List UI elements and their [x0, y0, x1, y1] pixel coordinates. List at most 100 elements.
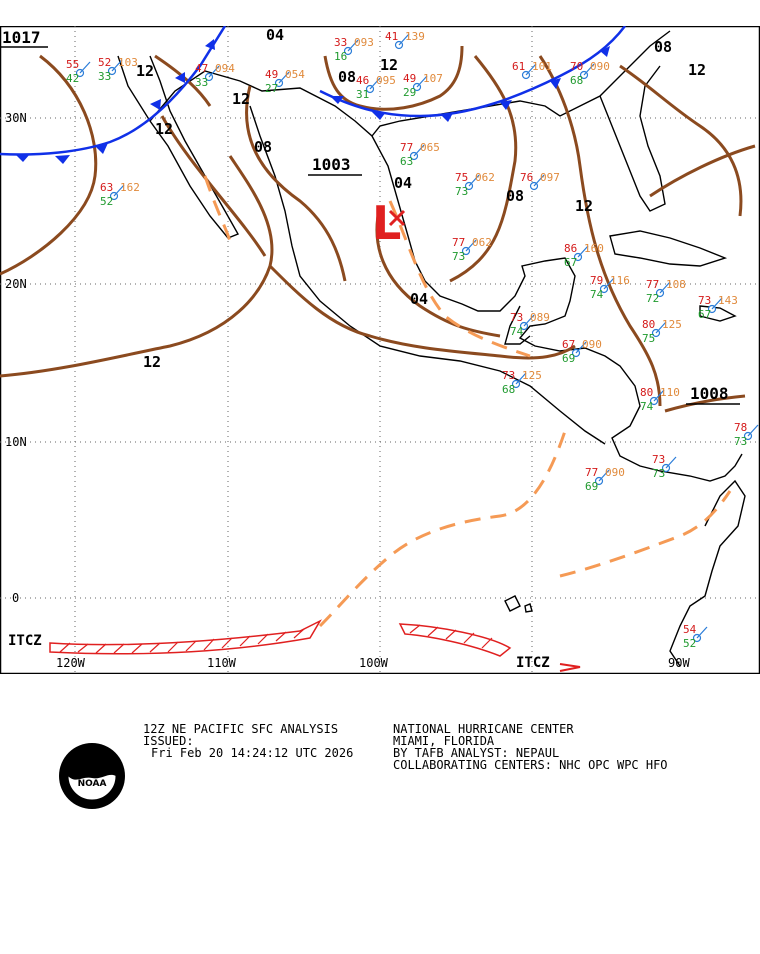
wind-barb — [533, 174, 545, 187]
station-pressure: 162 — [120, 181, 140, 194]
wind-barb — [711, 297, 723, 310]
wind-barb — [113, 184, 125, 197]
station-pressure: 125 — [662, 318, 682, 331]
wind-barb — [465, 239, 477, 252]
isobar-label: 12 — [155, 120, 173, 138]
isobar-label: 12 — [575, 197, 593, 215]
station-temperature: 55 — [66, 58, 79, 71]
station-dewpoint: 74 — [510, 325, 524, 338]
station-plot: 49 107 29 — [403, 72, 443, 99]
station-dewpoint: 31 — [356, 88, 369, 101]
station-temperature: 47 — [195, 62, 208, 75]
station-pressure: 095 — [376, 74, 396, 87]
station-temperature: 46 — [356, 74, 369, 87]
wind-barb — [208, 65, 220, 78]
low-pressure-center: L — [372, 196, 406, 250]
station-temperature: 76 — [520, 171, 533, 184]
station-plot: 67 090 69 — [562, 338, 602, 365]
wind-barb — [413, 144, 425, 157]
surface-analysis-map: L 1017 1003 1008 12 08 04 12 12 08 12 08… — [0, 26, 760, 674]
wind-barb — [347, 39, 359, 52]
wind-barb — [523, 314, 535, 327]
station-temperature: 80 — [640, 386, 653, 399]
station-temperature: 49 — [403, 72, 416, 85]
station-dewpoint: 63 — [400, 155, 413, 168]
station-temperature: 63 — [100, 181, 113, 194]
station-temperature: 78 — [734, 421, 747, 434]
station-plot: 73 143 67 — [698, 294, 738, 321]
station-pressure: 065 — [420, 141, 440, 154]
coastlines — [117, 30, 746, 667]
station-temperature: 77 — [646, 278, 659, 291]
isobar-label: 08 — [338, 68, 356, 86]
station-pressure: 108 — [666, 278, 686, 291]
wind-barb — [598, 469, 610, 482]
isobars — [0, 45, 756, 413]
station-temperature: 61 — [512, 60, 525, 73]
wind-barb — [577, 245, 589, 258]
station-dewpoint: 68 — [570, 74, 583, 87]
station-dewpoint: 73 — [452, 250, 465, 263]
station-plot: 80 125 75 — [642, 318, 682, 345]
longitude-label: 90W — [668, 656, 690, 670]
wind-barb — [655, 321, 667, 334]
station-pressure: 090 — [582, 338, 602, 351]
longitude-label: 110W — [207, 656, 237, 670]
wind-barb — [111, 59, 123, 72]
station-dewpoint: 75 — [642, 332, 655, 345]
station-pressure: 103 — [118, 56, 138, 69]
station-plot: 73 125 68 — [502, 369, 542, 396]
station-temperature: 49 — [265, 68, 278, 81]
latitude-label: 10N — [5, 435, 27, 449]
station-dewpoint: 74 — [640, 400, 654, 413]
high-pressure-label: 1017 — [2, 28, 41, 47]
station-pressure: 089 — [530, 311, 550, 324]
station-temperature: 73 — [510, 311, 523, 324]
station-plot: 52 103 33 — [98, 56, 138, 83]
issued-time: Fri Feb 20 14:24:12 UTC 2026 — [151, 746, 354, 760]
station-temperature: 80 — [642, 318, 655, 331]
station-pressure: 094 — [215, 62, 235, 75]
station-plot: 76 097 — [520, 171, 560, 191]
noaa-logo: NOAA — [59, 743, 125, 809]
longitude-label: 120W — [56, 656, 86, 670]
station-pressure: 116 — [610, 274, 630, 287]
station-pressure: 160 — [584, 242, 604, 255]
station-temperature: 52 — [98, 56, 111, 69]
station-pressure: 090 — [590, 60, 610, 73]
isobar-label: 08 — [254, 138, 272, 156]
isobar-label: 04 — [410, 290, 428, 308]
latitude-labels: 30N 20N 10N 0 — [5, 111, 27, 605]
low-marker: L — [372, 196, 401, 250]
noaa-logo-text: NOAA — [78, 779, 107, 789]
isobar-label: 12 — [380, 56, 398, 74]
isobar-label: 08 — [654, 38, 672, 56]
station-pressure: 107 — [423, 72, 443, 85]
product-title: 12Z NE PACIFIC SFC ANALYSIS — [143, 722, 339, 736]
wind-barb — [747, 424, 759, 437]
low-pressure-label: 1008 — [690, 384, 729, 403]
isobar-label: 04 — [394, 174, 412, 192]
station-plot: 41 139 — [385, 30, 425, 50]
issuing-location: MIAMI, FLORIDA — [393, 734, 495, 748]
station-pressure: 110 — [660, 386, 680, 399]
station-dewpoint: 33 — [98, 70, 111, 83]
isobar-label: 12 — [232, 90, 250, 108]
station-pressure: 093 — [354, 36, 374, 49]
station-dewpoint: 29 — [403, 86, 416, 99]
wind-barb — [696, 626, 708, 639]
wind-barb — [416, 75, 428, 88]
latitude-label: 0 — [12, 591, 19, 605]
longitude-labels: 120W 110W 100W 90W — [56, 656, 690, 670]
station-dewpoint: 73 — [455, 185, 468, 198]
station-plot: 77 108 72 — [646, 278, 686, 305]
station-pressure: 062 — [475, 171, 495, 184]
station-pressure: 062 — [472, 236, 492, 249]
itcz-label: ITCZ — [8, 633, 42, 649]
station-plot: 49 054 27 — [265, 68, 305, 95]
wind-barb — [583, 63, 595, 76]
analyst: BY TAFB ANALYST: NEPAUL — [393, 746, 560, 760]
station-dewpoint: 16 — [334, 50, 347, 63]
